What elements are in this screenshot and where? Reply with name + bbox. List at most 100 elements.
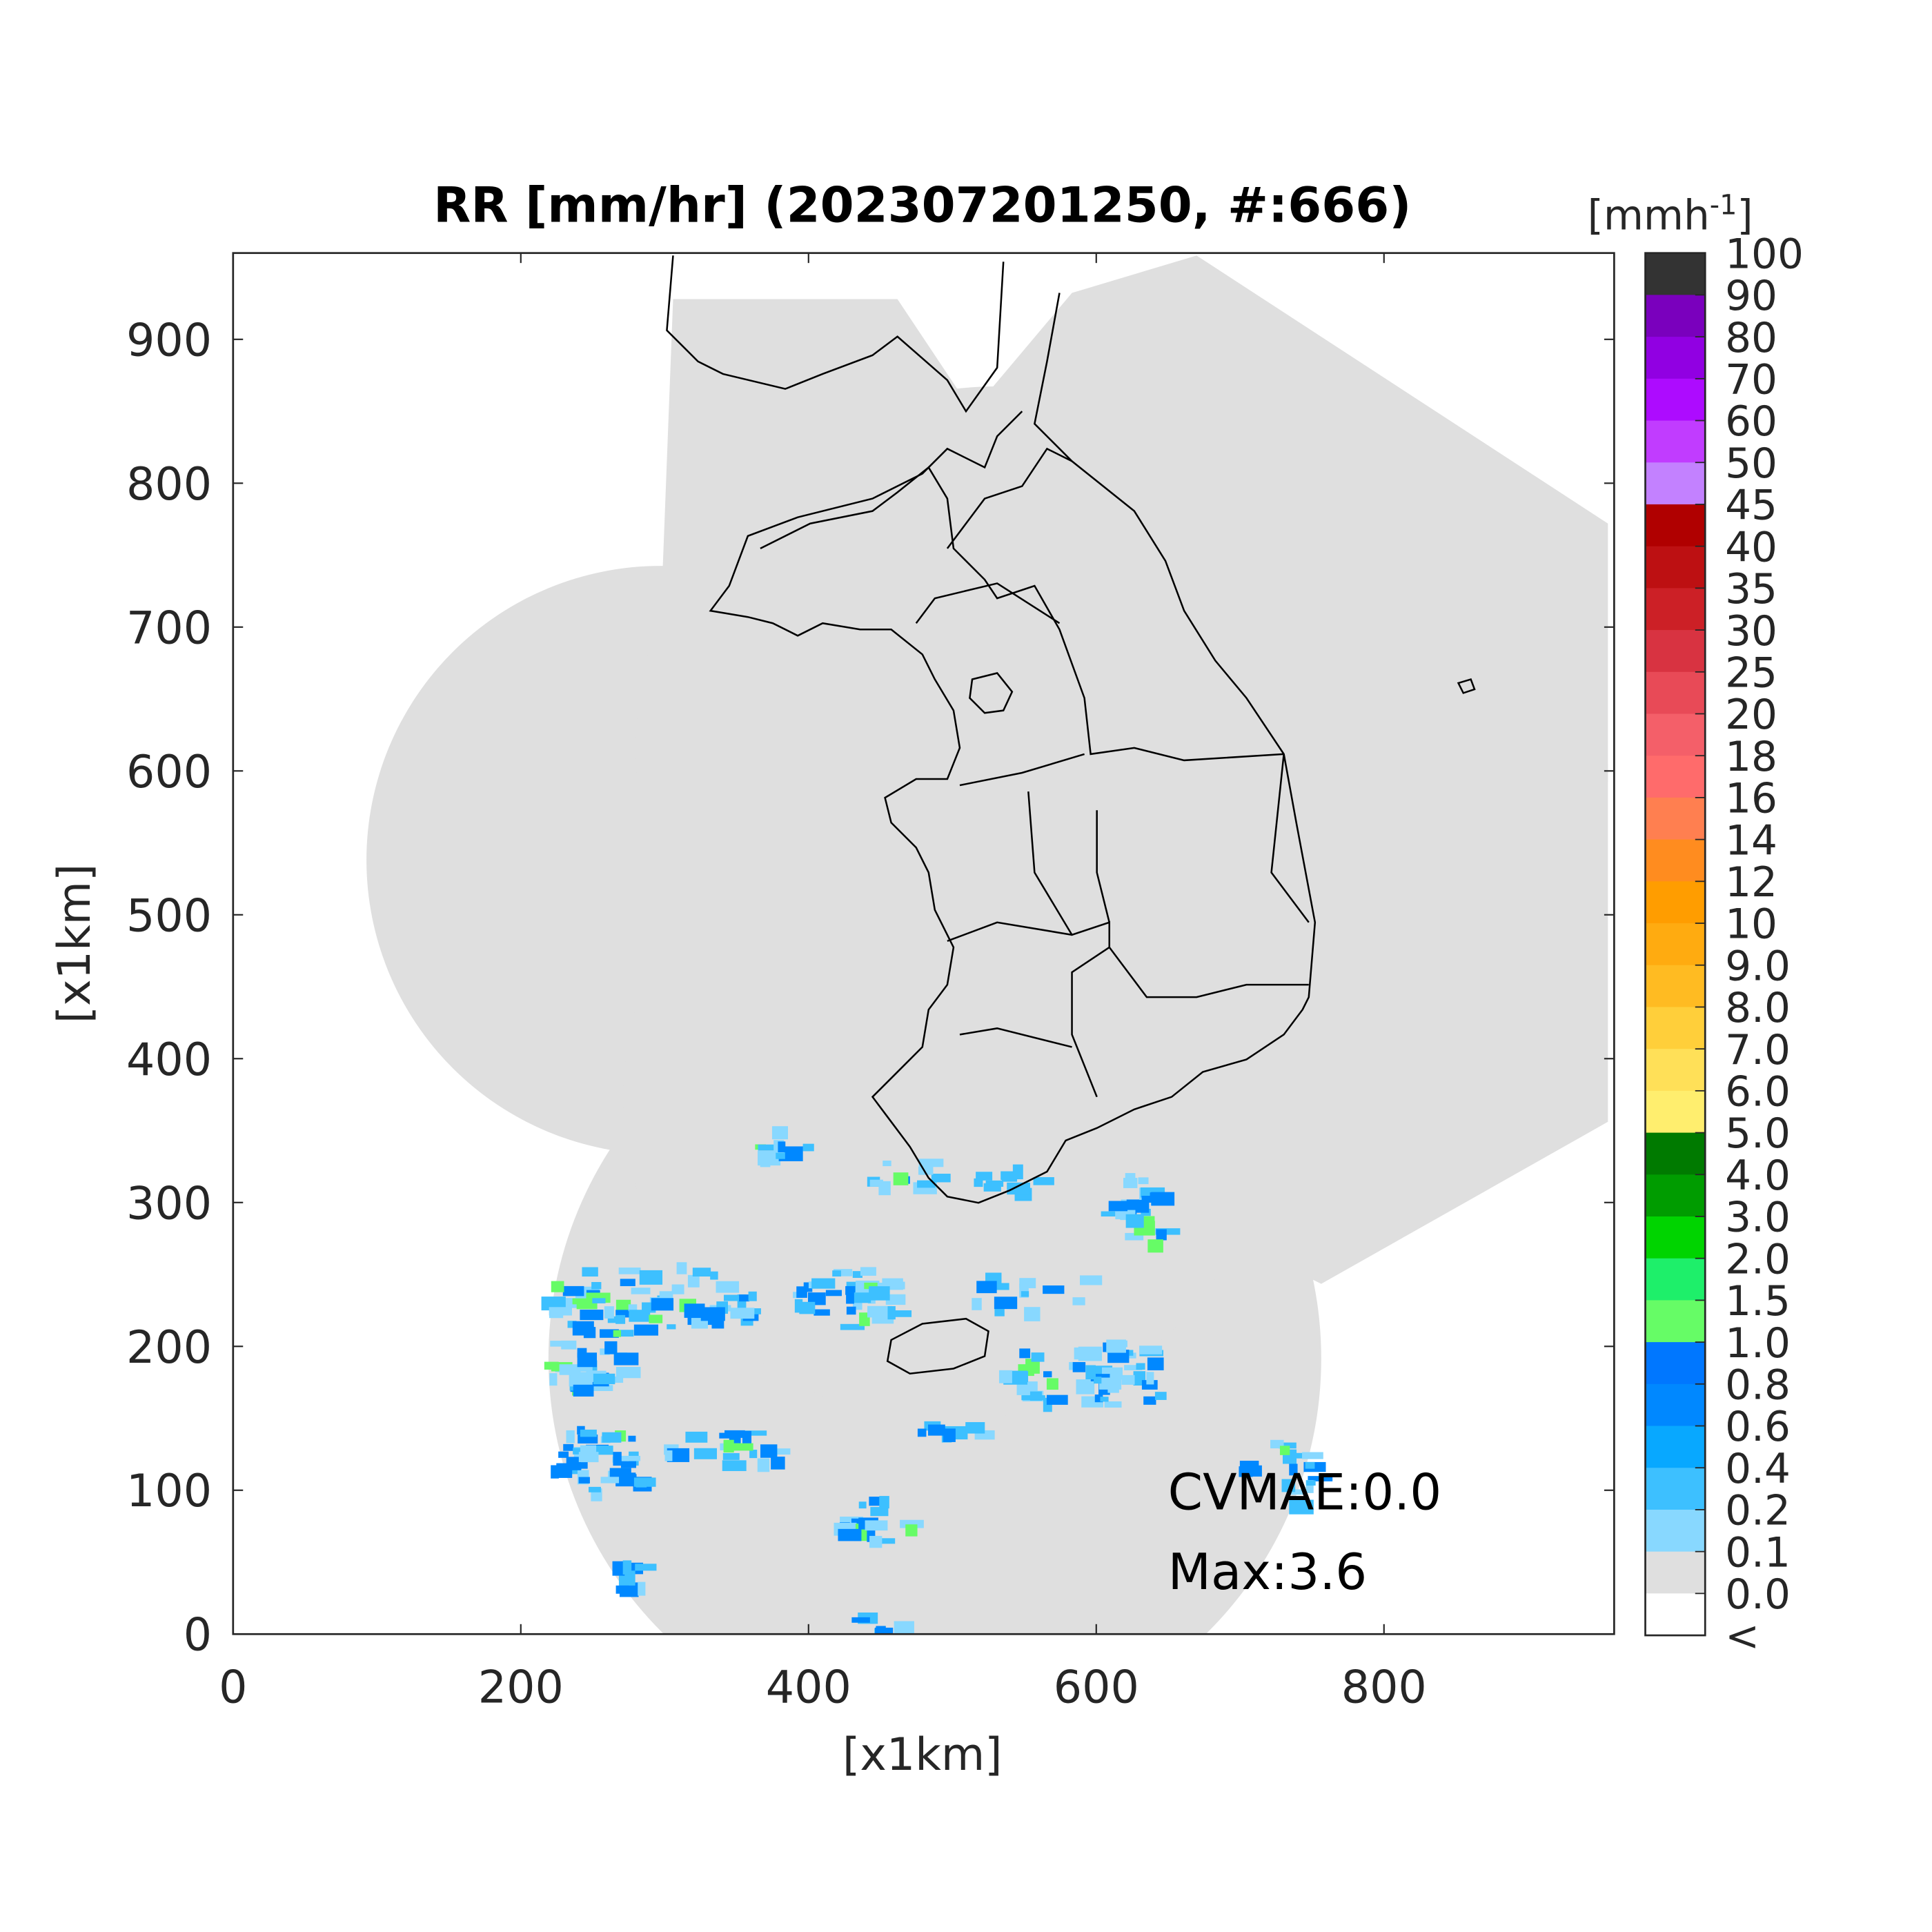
colorbar-bin xyxy=(1645,1132,1706,1176)
rain-echo xyxy=(927,1424,945,1436)
rain-echo xyxy=(578,1363,593,1372)
colorbar-frame xyxy=(1644,252,1706,1637)
rain-echo xyxy=(591,1282,602,1290)
rain-echo xyxy=(1094,1377,1102,1384)
rain-echo xyxy=(885,1294,906,1305)
colorbar-bin xyxy=(1645,295,1706,338)
colorbar-label: 8.0 xyxy=(1725,985,1791,1032)
rain-echo xyxy=(1289,1463,1298,1476)
colorbar-label: 14 xyxy=(1725,817,1777,865)
rain-echo xyxy=(900,1519,924,1528)
rain-echo xyxy=(671,1284,684,1294)
rain-echo xyxy=(600,1477,620,1483)
rain-echo xyxy=(1135,1201,1150,1213)
rain-echo xyxy=(1150,1192,1172,1199)
colorbar-bin xyxy=(1645,797,1706,840)
rain-echo xyxy=(711,1320,724,1329)
rain-echo xyxy=(1156,1229,1167,1241)
colorbar-label: 80 xyxy=(1725,315,1777,362)
rain-echo xyxy=(611,1330,634,1337)
rain-echo xyxy=(613,1352,639,1366)
x-axis: 0 200 400 600 800 xyxy=(219,253,1427,1714)
rain-echo xyxy=(1043,1285,1065,1294)
colorbar-bin xyxy=(1645,546,1706,589)
colorbar-bin xyxy=(1645,630,1706,673)
rain-echo xyxy=(659,1291,673,1299)
rain-echo xyxy=(551,1281,564,1292)
colorbar-label: 7.0 xyxy=(1725,1027,1791,1074)
rain-echo xyxy=(1106,1339,1126,1353)
y-tick-label: 500 xyxy=(126,890,212,942)
rain-echo xyxy=(722,1452,740,1460)
rain-echo xyxy=(593,1385,613,1391)
colorbar-bin xyxy=(1645,1258,1706,1301)
x-tick-label: 800 xyxy=(1341,1662,1427,1714)
rain-echo xyxy=(796,1286,807,1298)
x-tick-label: 0 xyxy=(219,1662,247,1714)
rain-echo xyxy=(1046,1378,1058,1390)
rain-echo xyxy=(893,1172,909,1185)
colorbar-bin xyxy=(1645,713,1706,757)
colorbar: 100908070605045403530252018161412109.08.… xyxy=(1644,230,1804,1661)
rain-echo xyxy=(635,1564,657,1571)
y-tick-label: 800 xyxy=(126,459,212,511)
rain-echo xyxy=(1125,1214,1144,1228)
rain-echo xyxy=(685,1431,708,1443)
rain-echo xyxy=(724,1430,745,1438)
rain-echo xyxy=(638,1581,646,1596)
rain-echo xyxy=(571,1462,581,1470)
rain-echo xyxy=(832,1270,841,1276)
rain-echo xyxy=(1076,1379,1095,1394)
rain-echo xyxy=(1125,1173,1136,1185)
colorbar-label: 3.0 xyxy=(1725,1194,1791,1242)
rain-echo xyxy=(876,1626,886,1635)
colorbar-label: 70 xyxy=(1725,357,1777,404)
rain-echo xyxy=(1250,1465,1262,1477)
rain-echo xyxy=(739,1294,750,1302)
rain-echo xyxy=(1107,1350,1130,1363)
rain-echo xyxy=(1306,1480,1316,1486)
rain-echo xyxy=(1100,1397,1109,1402)
rain-echo xyxy=(1136,1363,1145,1370)
rain-echo xyxy=(972,1298,982,1310)
rain-echo xyxy=(771,1448,791,1455)
x-tick-label: 200 xyxy=(478,1662,564,1714)
colorbar-bin xyxy=(1645,965,1706,1008)
rain-echo xyxy=(1143,1396,1156,1405)
colorbar-bin xyxy=(1645,1216,1706,1259)
colorbar-label: 10 xyxy=(1725,901,1777,949)
rain-echo xyxy=(541,1297,566,1311)
rain-echo xyxy=(758,1150,781,1166)
rain-echo xyxy=(1046,1394,1068,1405)
rain-echo xyxy=(1289,1499,1314,1515)
colorbar-bin xyxy=(1645,1593,1706,1636)
rain-echo xyxy=(833,1269,853,1276)
rain-echo xyxy=(1024,1307,1041,1321)
rain-echo xyxy=(974,1178,983,1187)
rain-echo xyxy=(1029,1391,1042,1401)
rain-echo xyxy=(700,1307,725,1321)
y-axis: 0 100 200 300 400 500 600 700 800 900 xyxy=(126,315,1615,1662)
rain-echo xyxy=(905,1524,918,1537)
rain-echo xyxy=(577,1348,587,1358)
rain-echo xyxy=(710,1271,718,1280)
colorbar-label: 35 xyxy=(1725,566,1777,613)
rain-echo xyxy=(825,1290,842,1297)
rain-echo xyxy=(838,1528,862,1541)
rain-echo xyxy=(760,1444,778,1458)
rain-echo xyxy=(592,1298,606,1303)
rain-echo xyxy=(846,1292,854,1304)
rain-echo xyxy=(1154,1392,1167,1400)
rain-echo xyxy=(742,1430,767,1436)
colorbar-label: 1.0 xyxy=(1725,1320,1791,1368)
rain-echo xyxy=(562,1285,584,1297)
colorbar-label: < xyxy=(1725,1613,1759,1661)
rain-echo xyxy=(602,1432,622,1443)
rain-echo xyxy=(633,1324,659,1336)
colorbar-bin xyxy=(1645,671,1706,715)
rain-echo xyxy=(620,1279,635,1286)
rain-echo xyxy=(931,1174,951,1183)
rain-echo xyxy=(578,1452,599,1463)
rain-echo xyxy=(1018,1371,1029,1383)
rain-echo xyxy=(549,1307,572,1316)
